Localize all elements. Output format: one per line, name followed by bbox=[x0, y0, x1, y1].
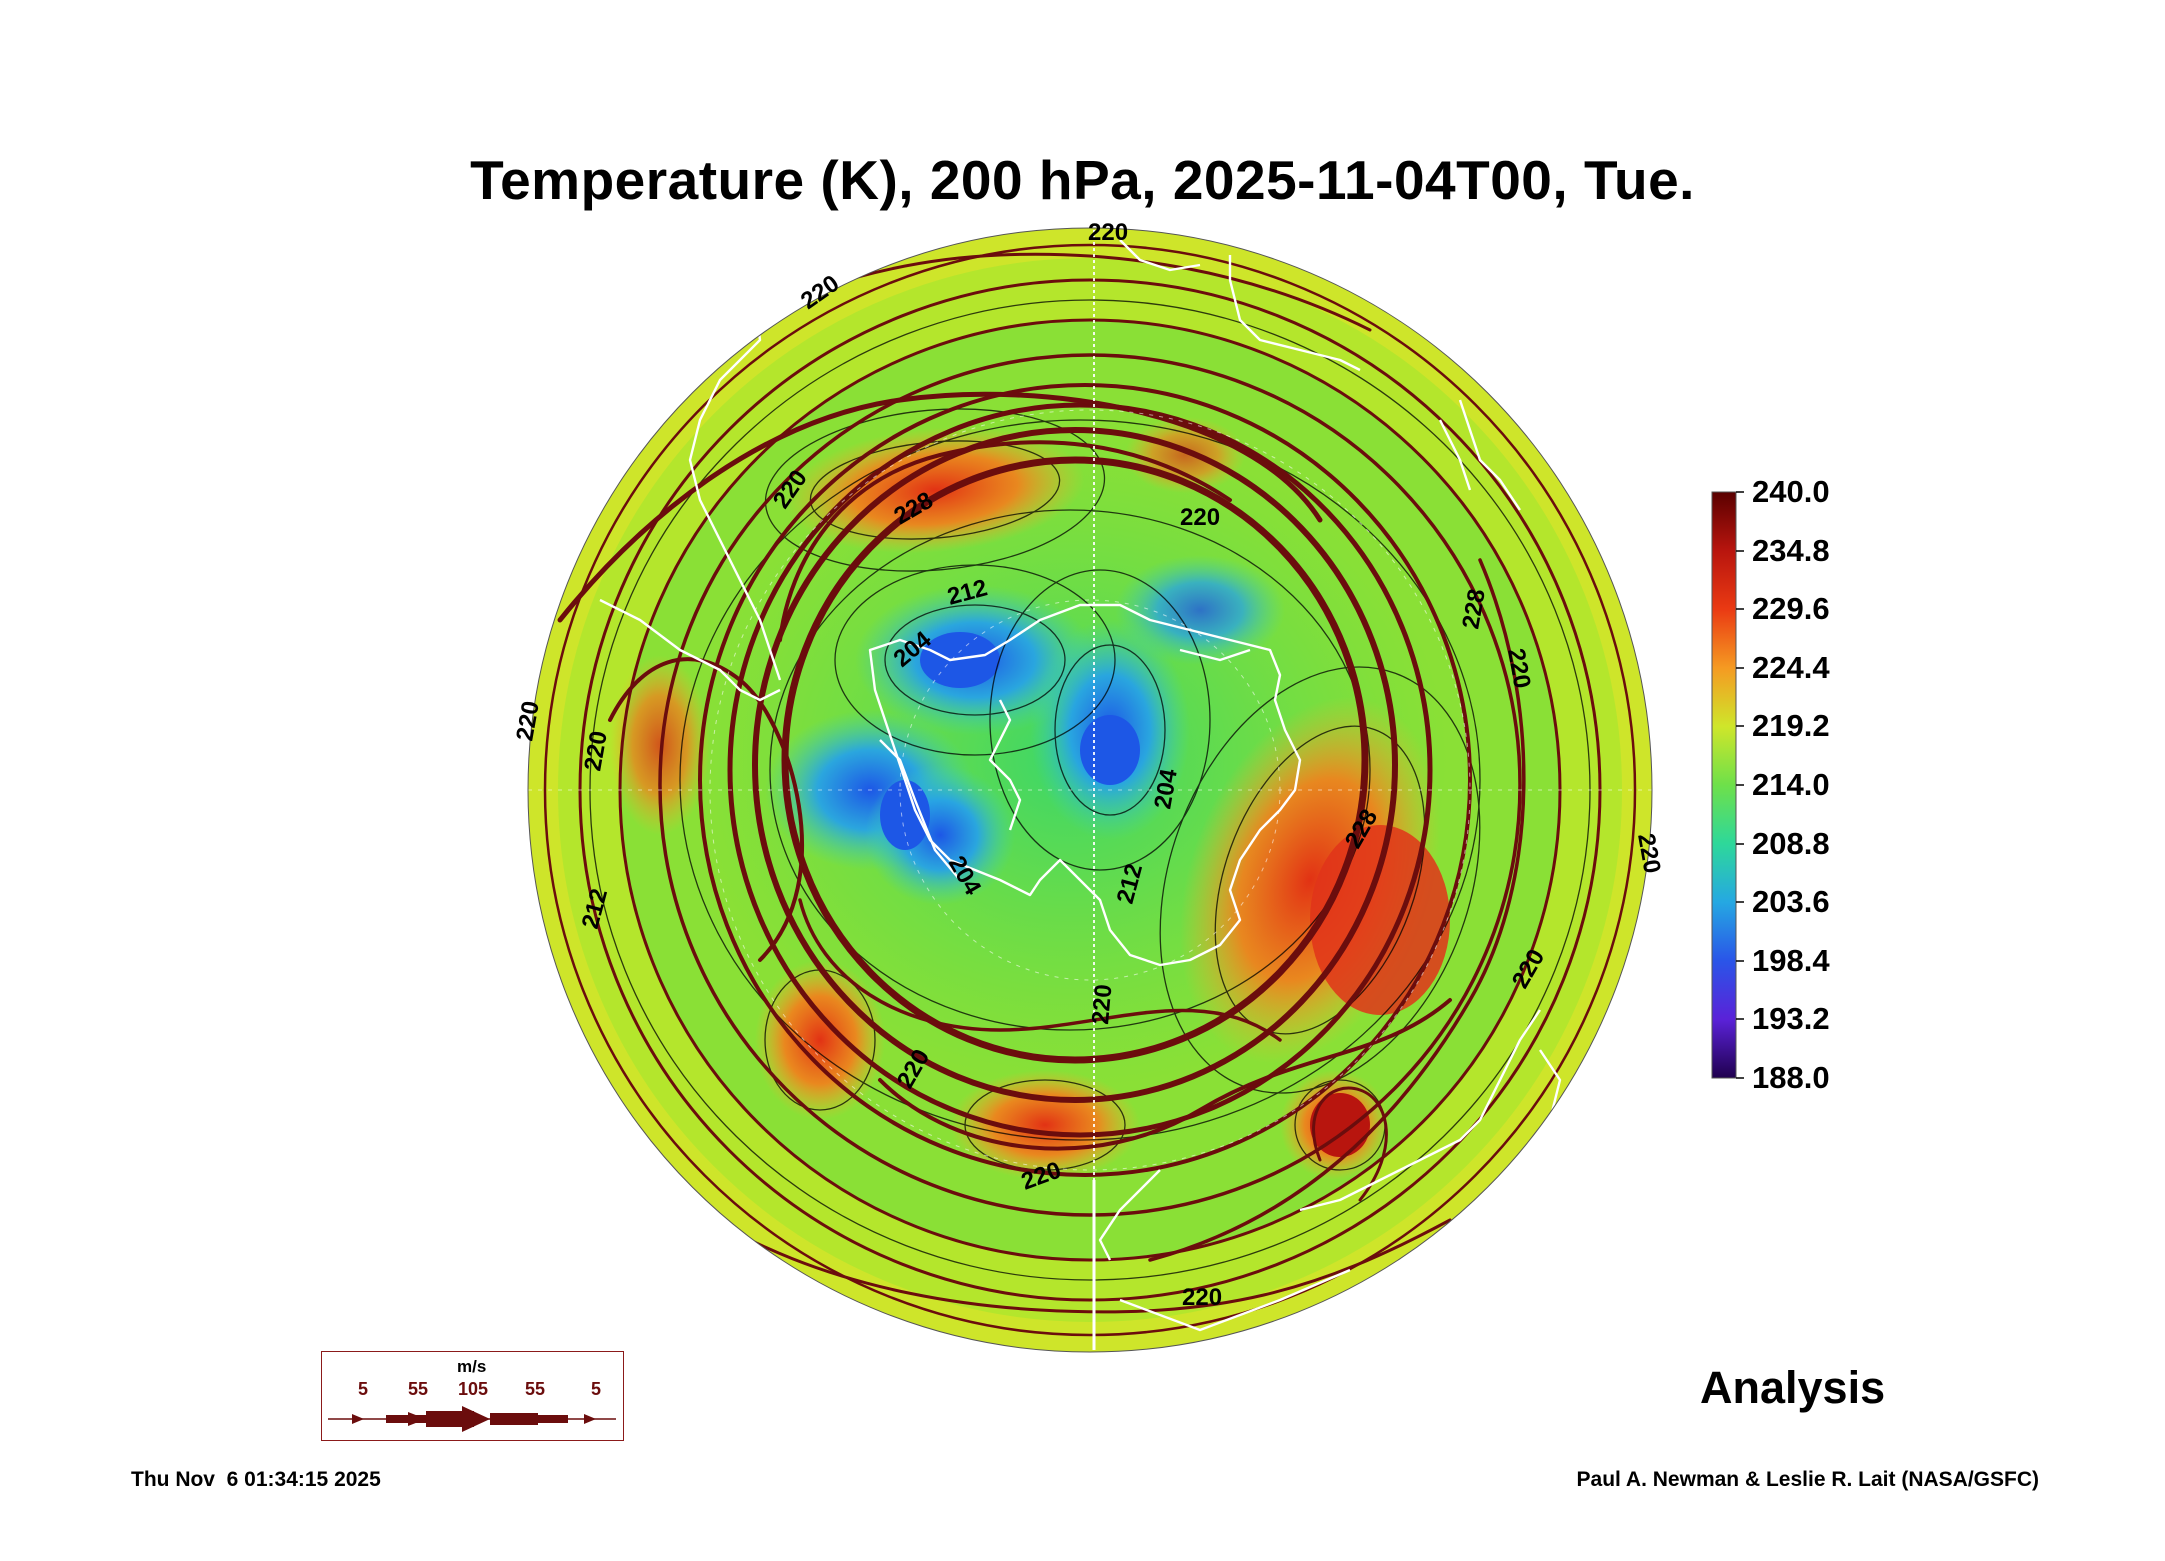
colorbar-label: 193.2 bbox=[1752, 1001, 1830, 1036]
wind-legend-arrow bbox=[328, 1406, 616, 1432]
wind-legend-tick: 105 bbox=[457, 1379, 489, 1399]
colorbar-label: 229.6 bbox=[1752, 591, 1830, 626]
colorbar-label: 214.0 bbox=[1752, 767, 1830, 802]
colorbar-label: 224.4 bbox=[1752, 650, 1830, 685]
colorbar-label: 219.2 bbox=[1752, 708, 1830, 743]
wind-legend-tick: 55 bbox=[524, 1379, 546, 1399]
colorbar-ticks bbox=[1736, 491, 1744, 1079]
credit-line: Paul A. Newman & Leslie R. Lait (NASA/GS… bbox=[1576, 1468, 2039, 1491]
colorbar-label: 240.0 bbox=[1752, 474, 1830, 509]
graticule bbox=[528, 409, 1652, 1171]
contour-label: 220 bbox=[1088, 219, 1128, 246]
wind-legend-tick: 55 bbox=[407, 1379, 429, 1399]
coastlines bbox=[599, 230, 1562, 1350]
contour-label: 220 bbox=[1180, 504, 1220, 531]
colorbar-label: 188.0 bbox=[1752, 1060, 1830, 1095]
chart-title: Temperature (K), 200 hPa, 2025-11-04T00,… bbox=[470, 149, 1695, 211]
wind-streamlines bbox=[543, 243, 1637, 1337]
timestamp: Thu Nov 6 01:34:15 2025 bbox=[131, 1468, 381, 1491]
wind-legend-unit: m/s bbox=[457, 1357, 487, 1376]
wind-legend-tick: 5 bbox=[357, 1379, 369, 1399]
colorbar bbox=[1711, 491, 1737, 1079]
wind-speed-legend: m/s 5 55 105 55 5 bbox=[321, 1351, 624, 1441]
map-boundary bbox=[527, 227, 1653, 1353]
colorbar-label: 203.6 bbox=[1752, 884, 1830, 919]
contour-label: 220 bbox=[1182, 1284, 1222, 1311]
contour-label: 220 bbox=[1087, 983, 1117, 1025]
colorbar-label: 198.4 bbox=[1752, 943, 1830, 978]
wind-legend-tick: 5 bbox=[590, 1379, 602, 1399]
colorbar-label: 208.8 bbox=[1752, 826, 1830, 861]
colorbar-label: 234.8 bbox=[1752, 533, 1830, 568]
analysis-label: Analysis bbox=[1700, 1362, 1886, 1413]
